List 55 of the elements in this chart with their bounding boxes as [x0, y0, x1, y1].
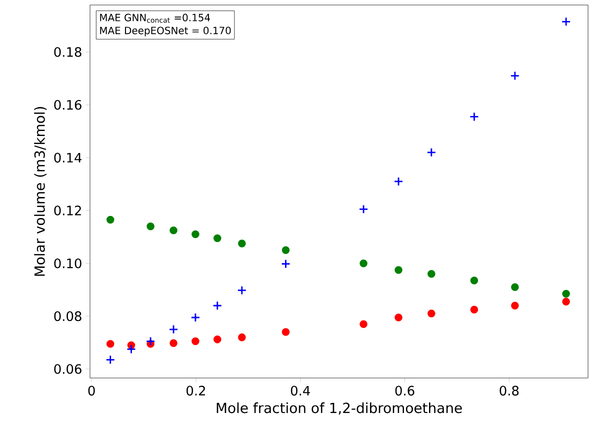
x-axis-title: Mole fraction of 1,2-dibromoethane — [216, 402, 462, 415]
point — [146, 222, 154, 230]
point — [426, 148, 436, 158]
point — [360, 259, 368, 268]
point — [106, 355, 116, 364]
point — [470, 306, 478, 314]
point — [213, 336, 222, 344]
point — [126, 344, 136, 354]
point — [281, 259, 290, 269]
annotation: MAE GNN$_{concat}$ =0.154 — [100, 14, 210, 23]
point — [168, 324, 178, 334]
point — [562, 298, 570, 306]
point — [510, 71, 520, 80]
point — [428, 270, 436, 278]
y-tick-label: 0.14 — [54, 152, 82, 163]
point — [146, 336, 156, 346]
x-tick-label: 0 — [88, 386, 95, 396]
point — [170, 339, 178, 348]
x-tick-label: 0.6 — [395, 386, 414, 396]
y-axis-title: Molar volume (m3/kmol) — [34, 107, 47, 276]
point — [106, 216, 114, 224]
point — [562, 290, 570, 298]
y-tick-label: 0.10 — [54, 258, 82, 268]
point — [394, 176, 404, 186]
x-tick-label: 0.8 — [500, 386, 519, 396]
point — [511, 302, 519, 310]
point — [394, 314, 402, 322]
point — [470, 112, 479, 122]
annotation: MAE DeepEOSNet = 0.170 — [100, 26, 231, 36]
point — [561, 16, 571, 26]
y-tick-label: 0.18 — [54, 47, 82, 57]
point — [238, 333, 246, 342]
point — [237, 286, 247, 295]
point — [192, 230, 200, 238]
point — [212, 300, 222, 310]
point — [213, 234, 222, 242]
point — [511, 283, 519, 292]
point — [170, 226, 178, 234]
point — [192, 337, 200, 346]
point — [394, 266, 402, 274]
point — [360, 320, 368, 328]
y-tick-label: 0.08 — [54, 311, 82, 322]
point — [282, 328, 290, 336]
point — [238, 240, 246, 248]
point — [428, 310, 436, 318]
point — [470, 276, 478, 284]
y-tick-label: 0.12 — [54, 206, 81, 216]
point — [190, 312, 200, 322]
x-tick-label: 0.2 — [186, 386, 205, 396]
y-tick-label: 0.06 — [54, 364, 82, 374]
point — [282, 246, 290, 254]
point — [358, 204, 368, 214]
y-tick-label: 0.16 — [54, 100, 82, 110]
point — [106, 340, 114, 348]
x-tick-label: 0.4 — [290, 386, 310, 396]
